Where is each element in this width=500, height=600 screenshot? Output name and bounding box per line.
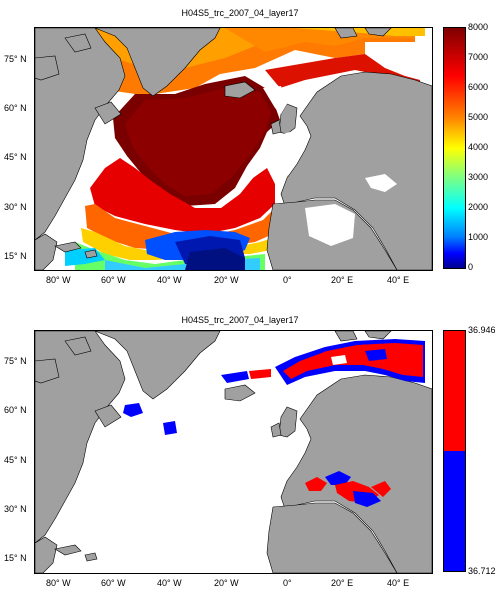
top-lat-tick-45: 45° N: [4, 152, 27, 162]
bottom-lon-tick-40e: 40° E: [387, 578, 410, 588]
top-lon-tick-80w: 80° W: [46, 275, 71, 285]
bottom-lon-tick-0: 0°: [283, 578, 292, 588]
bottom-lat-tick-60: 60° N: [4, 405, 27, 415]
bottom-lat-tick-75: 75° N: [4, 356, 27, 366]
top-lat-tick-15: 15° N: [4, 251, 27, 261]
bottom-lon-tick-20e: 20° E: [331, 578, 354, 588]
bottom-colorbar-max-label: 36.946: [468, 325, 496, 335]
bottom-map-title: H04S5_trc_2007_04_layer17: [181, 315, 299, 325]
top-map-canvas: [35, 28, 432, 270]
top-nodata-patches: [263, 86, 397, 246]
top-lat-tick-30: 30° N: [4, 202, 27, 212]
top-colorbar-tick-7000: 7000: [468, 52, 489, 62]
bottom-lon-tick-20w: 20° W: [214, 578, 239, 588]
bottom-lat-tick-30: 30° N: [4, 504, 27, 514]
bottom-map-panel: [34, 330, 433, 574]
top-colorbar-tick-2000: 2000: [468, 202, 489, 212]
top-colorbar-tick-4000: 4000: [468, 142, 489, 152]
top-lat-tick-60: 60° N: [4, 103, 27, 113]
top-lat-tick-75: 75° N: [4, 54, 27, 64]
top-lon-tick-40w: 40° W: [157, 275, 182, 285]
top-colorbar-tick-6000: 6000: [468, 82, 489, 92]
bottom-lon-tick-40w: 40° W: [157, 578, 182, 588]
bottom-colorbar: [443, 330, 466, 572]
bottom-lat-tick-15: 15° N: [4, 553, 27, 563]
top-colorbar-tick-8000: 8000: [468, 22, 489, 32]
bottom-lat-tick-45: 45° N: [4, 455, 27, 465]
top-lon-tick-0: 0°: [283, 275, 292, 285]
bottom-map-canvas: [35, 331, 432, 573]
top-colorbar-tick-0: 0: [468, 262, 474, 272]
top-colorbar-tick-1000: 1000: [468, 232, 489, 242]
bottom-land: [35, 331, 432, 573]
bottom-lon-tick-80w: 80° W: [46, 578, 71, 588]
top-colorbar-tick-5000: 5000: [468, 112, 489, 122]
top-colorbar: [443, 27, 466, 269]
top-lon-tick-20w: 20° W: [214, 275, 239, 285]
top-lon-tick-40e: 40° E: [387, 275, 410, 285]
top-map-title: H04S5_trc_2007_04_layer17: [181, 8, 299, 18]
bottom-lon-tick-60w: 60° W: [101, 578, 126, 588]
top-colorbar-tick-3000: 3000: [468, 172, 489, 182]
bottom-colorbar-min-label: 36.712: [468, 566, 496, 576]
top-lon-tick-60w: 60° W: [101, 275, 126, 285]
bottom-concentration-field: [123, 339, 425, 507]
top-map-panel: [34, 27, 433, 271]
top-lon-tick-20e: 20° E: [331, 275, 354, 285]
